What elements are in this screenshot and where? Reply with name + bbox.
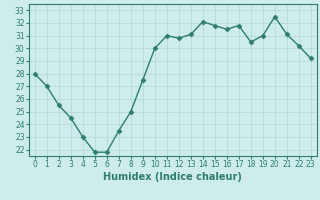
X-axis label: Humidex (Indice chaleur): Humidex (Indice chaleur) — [103, 172, 242, 182]
